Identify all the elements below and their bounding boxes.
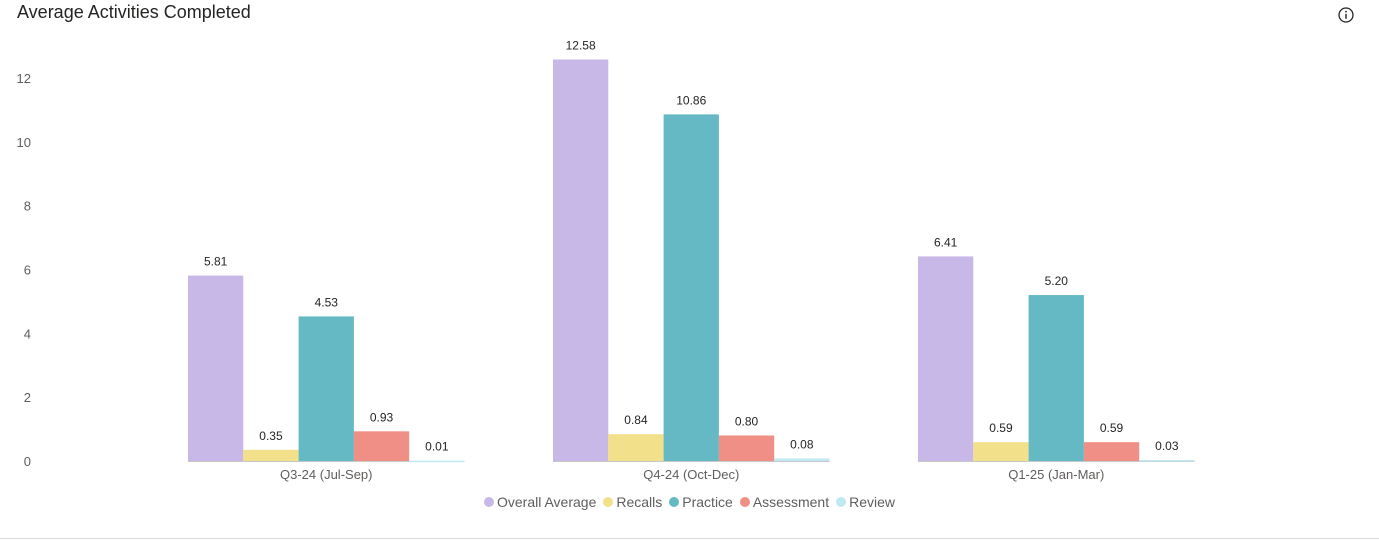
legend-swatch bbox=[603, 497, 614, 507]
legend-item[interactable]: Assessment bbox=[739, 494, 830, 510]
x-tick-label: Q4-24 (Oct-Dec) bbox=[643, 467, 739, 482]
legend: Overall Average Recalls Practice Assessment… bbox=[0, 494, 1379, 510]
data-label: 0.08 bbox=[790, 437, 814, 451]
bar[interactable] bbox=[718, 435, 775, 461]
bar[interactable] bbox=[243, 449, 299, 461]
bar[interactable] bbox=[553, 59, 609, 461]
y-tick-label: 10 bbox=[17, 135, 31, 150]
bar[interactable] bbox=[973, 442, 1029, 461]
data-label: 5.20 bbox=[1045, 274, 1069, 288]
bar[interactable] bbox=[409, 460, 465, 463]
bottom-divider bbox=[0, 538, 1379, 539]
legend-label: Practice bbox=[682, 494, 733, 510]
legend-swatch bbox=[484, 497, 494, 507]
bar[interactable] bbox=[1083, 442, 1140, 461]
bar[interactable] bbox=[1028, 295, 1084, 461]
data-label: 6.41 bbox=[934, 235, 958, 249]
data-label: 0.59 bbox=[1100, 421, 1124, 435]
y-tick-label: 4 bbox=[24, 326, 31, 341]
legend-item[interactable]: Practice bbox=[669, 494, 733, 510]
y-tick-label: 0 bbox=[24, 454, 31, 469]
data-label: 0.01 bbox=[425, 440, 449, 454]
bar[interactable] bbox=[353, 431, 410, 461]
legend-item[interactable]: Recalls bbox=[603, 494, 662, 510]
legend-item[interactable]: Review bbox=[836, 494, 895, 510]
bar[interactable] bbox=[663, 114, 719, 461]
y-tick-label: 6 bbox=[24, 263, 31, 278]
bar[interactable] bbox=[608, 434, 664, 461]
legend-label: Recalls bbox=[616, 494, 663, 510]
legend-swatch bbox=[669, 497, 680, 507]
data-label: 4.53 bbox=[315, 295, 339, 309]
data-label: 0.80 bbox=[735, 414, 759, 428]
data-label: 0.93 bbox=[370, 410, 394, 424]
bar-chart: 0 2 4 6 8 10 12 5.81 0.35 4.53 0.93 0.01 Q3-24 (Jul-… bbox=[17, 38, 1195, 482]
bar[interactable] bbox=[774, 458, 830, 461]
bar[interactable] bbox=[298, 316, 354, 461]
legend-swatch bbox=[739, 497, 750, 507]
data-label: 0.35 bbox=[259, 429, 283, 443]
legend-label: Assessment bbox=[752, 494, 830, 510]
bar[interactable] bbox=[918, 256, 974, 461]
info-icon[interactable] bbox=[1338, 7, 1354, 23]
data-label: 5.81 bbox=[204, 255, 228, 269]
legend-item[interactable]: Overall Average bbox=[484, 494, 596, 510]
legend-label: Overall Average bbox=[497, 494, 597, 510]
data-label: 0.03 bbox=[1155, 439, 1179, 453]
data-label: 10.86 bbox=[676, 93, 706, 107]
y-tick-label: 12 bbox=[17, 71, 31, 86]
legend-label: Review bbox=[849, 494, 895, 510]
data-label: 0.59 bbox=[989, 421, 1013, 435]
x-tick-label: Q3-24 (Jul-Sep) bbox=[280, 467, 372, 482]
legend-swatch bbox=[836, 497, 847, 507]
x-tick-label: Q1-25 (Jan-Mar) bbox=[1008, 467, 1104, 482]
bar[interactable] bbox=[1139, 460, 1195, 462]
bar[interactable] bbox=[188, 275, 244, 461]
y-tick-label: 8 bbox=[24, 199, 31, 214]
data-label: 0.84 bbox=[624, 413, 648, 427]
data-label: 12.58 bbox=[566, 38, 596, 52]
chart-title: Average Activities Completed bbox=[17, 2, 251, 22]
y-tick-label: 2 bbox=[24, 390, 31, 405]
